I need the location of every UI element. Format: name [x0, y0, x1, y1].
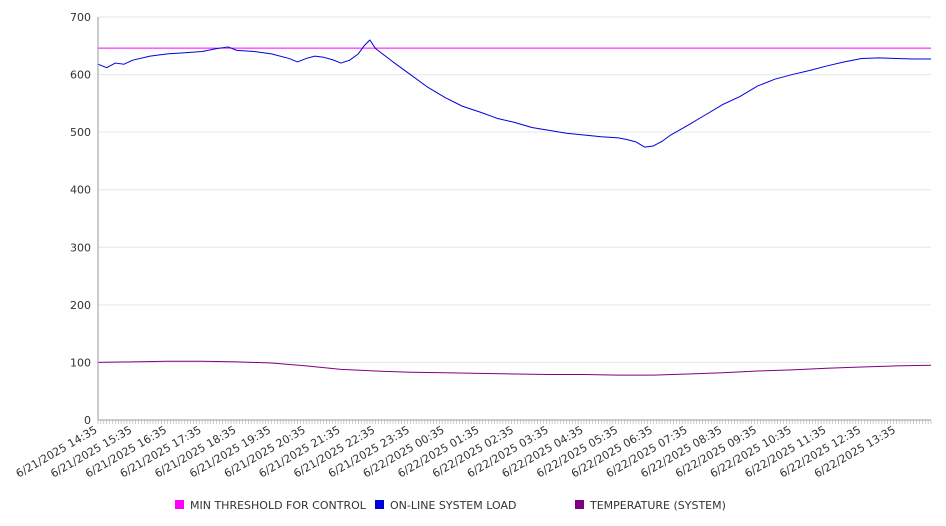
y-tick-label: 0 [84, 414, 91, 427]
y-tick-label: 200 [70, 299, 91, 312]
y-tick-label: 600 [70, 69, 91, 82]
y-tick-label: 500 [70, 126, 91, 139]
legend-swatch [575, 500, 584, 509]
legend: MIN THRESHOLD FOR CONTROL ON-LINE SYSTEM … [175, 499, 726, 512]
legend-label: TEMPERATURE (SYSTEM) [589, 499, 726, 512]
x-axis-ticks: 6/21/2025 14:356/21/2025 15:356/21/2025 … [14, 423, 898, 480]
legend-label: ON-LINE SYSTEM LOAD [390, 499, 516, 512]
y-tick-label: 100 [70, 356, 91, 369]
y-axis-ticks: 0 100 200 300 400 500 600 700 [70, 11, 91, 427]
series-line-temperature-system [97, 360, 932, 376]
legend-swatch [175, 500, 184, 509]
series-line-on-line-system-load [97, 39, 931, 148]
gridlines [98, 16, 931, 363]
y-tick-label: 300 [70, 241, 91, 254]
legend-swatch [375, 500, 384, 509]
series-lines [97, 39, 932, 376]
y-tick-label: 400 [70, 184, 91, 197]
legend-label: MIN THRESHOLD FOR CONTROL [190, 499, 367, 512]
axes [97, 17, 932, 424]
y-tick-label: 700 [70, 11, 91, 24]
